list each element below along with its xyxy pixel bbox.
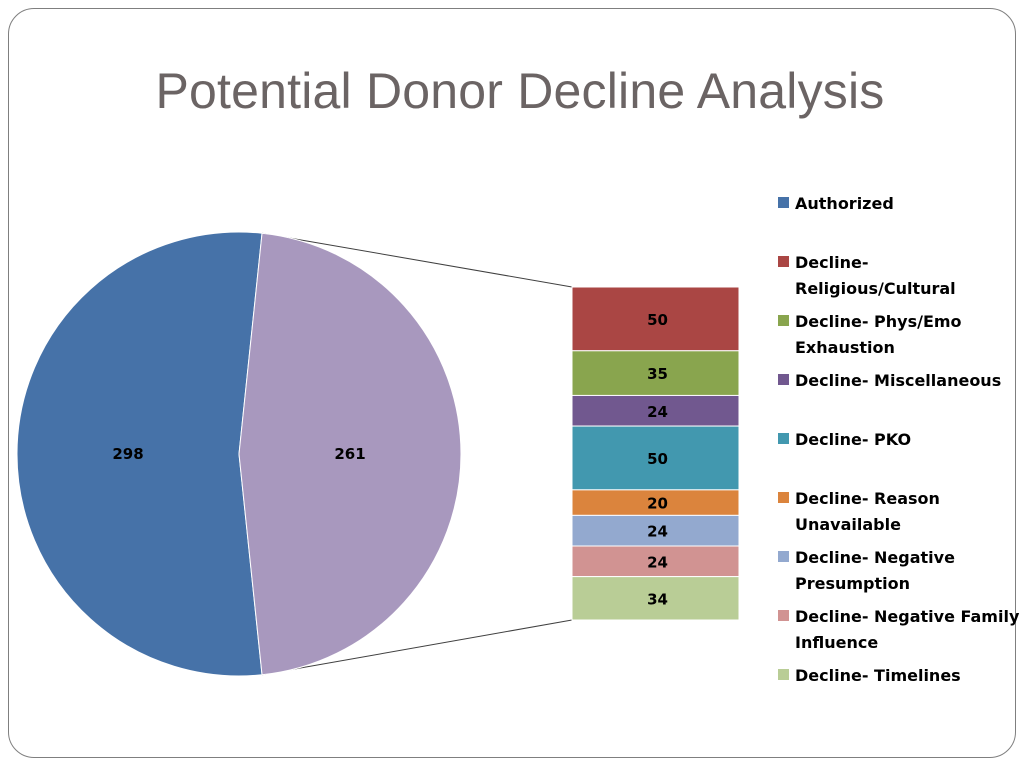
bar-segment [571,425,740,491]
bar-segment [571,350,740,396]
stacked-bar: 50 35 24 50 20 24 24 34 [571,286,740,621]
bar-segment-label: 34 [647,590,668,608]
legend-label: Decline- PKO [795,430,911,449]
legend-swatch [778,197,789,208]
connector-lines [261,232,573,676]
bar-segment [571,576,740,621]
bar-segment-label: 50 [647,450,668,468]
legend-item: Authorized [778,194,894,213]
legend-swatch [778,315,789,326]
legend-item: Decline- Religious/Cultural [778,253,956,298]
legend-item: Decline- Negative Presumption [778,548,955,593]
bar-segment [571,514,740,547]
pie-slice-label: 261 [334,445,365,463]
legend-item: Decline- Phys/Emo Exhaustion [778,312,962,357]
bar-segment-label: 20 [647,495,668,513]
legend-label: Decline- [795,253,868,272]
legend-swatch [778,374,789,385]
connector-line-bottom [261,619,573,676]
legend: AuthorizedDecline-Religious/CulturalDecl… [778,194,1020,685]
legend-label: Decline- Negative Family [795,607,1020,626]
legend-swatch [778,551,789,562]
legend-label: Exhaustion [795,338,895,357]
legend-label: Decline- Reason [795,489,940,508]
bar-segment [571,489,740,516]
legend-label: Religious/Cultural [795,279,956,298]
pie-slice-label: 298 [112,445,143,463]
connector-line-top [261,232,573,288]
legend-swatch [778,433,789,444]
legend-item: Decline- Timelines [778,666,961,685]
legend-label: Decline- Timelines [795,666,961,685]
legend-item: Decline- Miscellaneous [778,371,1001,390]
legend-swatch [778,256,789,267]
legend-label: Decline- Miscellaneous [795,371,1001,390]
legend-swatch [778,669,789,680]
pie-slice [16,231,263,677]
pie-slice [238,232,462,676]
legend-label: Decline- Phys/Emo [795,312,962,331]
pie: 298 261 [16,231,462,677]
legend-label: Unavailable [795,515,901,534]
legend-label: Presumption [795,574,910,593]
bar-segment-label: 24 [647,523,668,541]
bar-segment [571,394,740,427]
bar-segment [571,286,740,352]
legend-label: Authorized [795,194,894,213]
legend-label: Decline- Negative [795,548,955,567]
legend-swatch [778,492,789,503]
bar-segment-label: 50 [647,311,668,329]
bar-segment-label: 24 [647,553,668,571]
bar-segment-label: 35 [647,365,668,383]
legend-item: Decline- Negative Family Influence [778,607,1020,652]
legend-swatch [778,610,789,621]
legend-item: Decline- Reason Unavailable [778,489,940,534]
legend-label: Influence [795,633,878,652]
slide-title: Potential Donor Decline Analysis [155,63,885,119]
bar-segment-label: 24 [647,403,668,421]
legend-item: Decline- PKO [778,430,911,449]
